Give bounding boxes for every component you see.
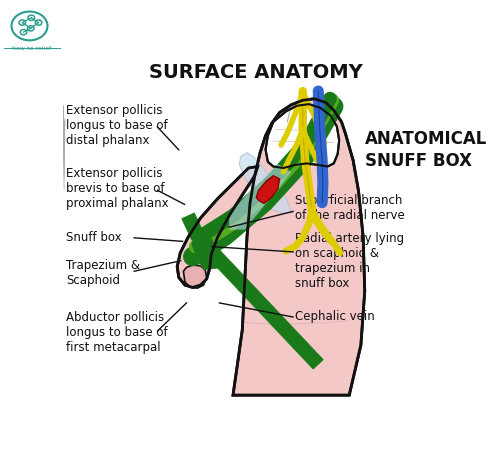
Polygon shape xyxy=(233,99,365,395)
Polygon shape xyxy=(182,213,204,240)
Circle shape xyxy=(28,15,34,21)
Text: Radial artery lying
on scaphoid &
trapezium in
snuff box: Radial artery lying on scaphoid & trapez… xyxy=(295,232,404,290)
Text: Extensor pollicis
longus to base of
distal phalanx: Extensor pollicis longus to base of dist… xyxy=(66,104,168,147)
Polygon shape xyxy=(192,234,220,270)
Text: SURFACE ANATOMY: SURFACE ANATOMY xyxy=(150,63,363,81)
Polygon shape xyxy=(266,104,339,168)
Text: Cephalic vein: Cephalic vein xyxy=(295,310,375,324)
Circle shape xyxy=(19,20,26,25)
Text: Snuff box: Snuff box xyxy=(66,231,122,244)
Polygon shape xyxy=(229,164,291,229)
Circle shape xyxy=(35,20,42,25)
Polygon shape xyxy=(184,265,206,288)
Text: Abductor pollicis
longus to base of
first metacarpal: Abductor pollicis longus to base of firs… xyxy=(66,311,168,354)
Text: Trapezium &
Scaphoid: Trapezium & Scaphoid xyxy=(66,259,140,287)
Text: ANATOMICAL
SNUFF BOX: ANATOMICAL SNUFF BOX xyxy=(365,129,487,170)
Text: Superficial branch
of the radial nerve: Superficial branch of the radial nerve xyxy=(295,194,405,222)
Text: how to relief: how to relief xyxy=(12,46,51,51)
Polygon shape xyxy=(239,153,291,213)
Circle shape xyxy=(28,26,34,31)
Polygon shape xyxy=(193,233,324,369)
Polygon shape xyxy=(256,176,280,203)
Polygon shape xyxy=(177,166,258,287)
Circle shape xyxy=(20,30,27,35)
Text: Extensor pollicis
brevis to base of
proximal phalanx: Extensor pollicis brevis to base of prox… xyxy=(66,167,169,210)
